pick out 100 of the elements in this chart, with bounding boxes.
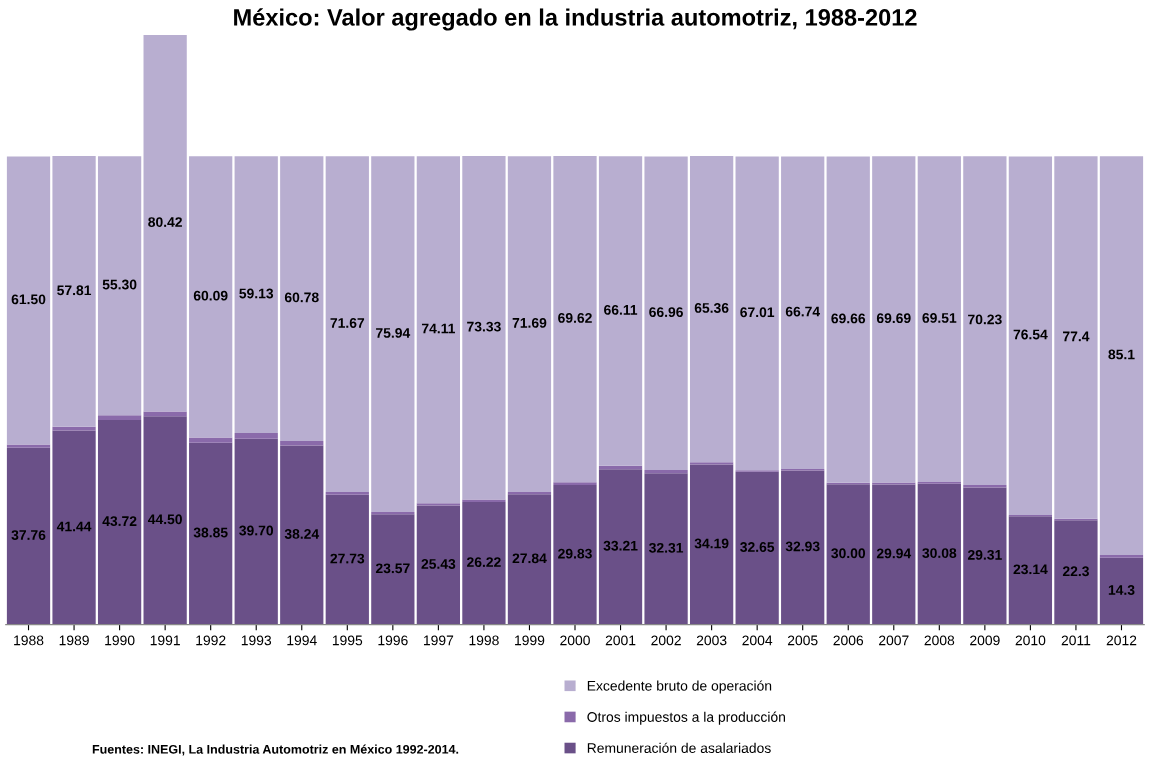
x-tick-label: 1997 [423,635,454,646]
x-tick-label: 1994 [287,635,317,646]
bar [462,156,506,500]
x-tick-label: 2008 [924,635,955,646]
data-label: 41.44 [56,521,92,532]
bar [826,156,870,483]
data-label: 34.19 [694,538,729,549]
bar [689,156,734,463]
bar [872,484,916,625]
bar [325,156,369,492]
x-tick-label: 1988 [14,635,44,646]
data-label: 67.01 [740,307,775,318]
data-label: 39.70 [239,525,274,536]
bar [963,156,1007,486]
bar [689,462,734,465]
bar [1054,156,1098,519]
x-tick-label: 2007 [879,635,909,646]
source-note: Fuentes: INEGI, La Industria Automotriz en México 1992-2014. [92,744,459,756]
bar [52,430,96,625]
data-label: 61.50 [11,294,46,305]
bar [280,156,324,441]
data-label: 66.74 [785,306,821,317]
bar [52,156,96,427]
bar [917,156,961,482]
bar [416,505,461,625]
data-label: 44.50 [147,514,182,525]
bar [280,440,324,446]
bar [97,156,142,416]
bar [735,156,779,471]
bar [598,465,643,470]
bar [416,156,461,504]
bar [1099,554,1144,558]
bar [826,484,870,625]
bar [644,470,688,474]
data-label: 75.94 [376,328,411,338]
x-tick-label: 1999 [515,635,545,646]
legend-label: Otros impuestos a la producción [587,711,785,725]
data-label: 43.72 [102,516,137,527]
x-tick-label: 2011 [1061,635,1091,646]
data-label: 85.1 [1108,349,1135,360]
data-label: 69.51 [922,313,957,323]
bar [1008,156,1053,515]
legend-label: Remuneración de asalariados [587,742,771,753]
bar [462,501,506,625]
data-label: 65.36 [694,303,729,313]
bar [553,156,597,483]
data-label: 30.00 [831,548,866,559]
chart-title: México: Valor agregado en la industria automotriz, 1988-2012 [234,8,917,31]
bar [963,487,1007,625]
data-label: 25.43 [421,559,456,569]
data-label: 77.4 [1063,331,1090,342]
bar [6,444,51,448]
bar [598,469,643,625]
bar [280,445,324,625]
x-tick-label: 2004 [742,635,773,646]
x-tick-label: 1992 [196,635,226,646]
x-tick-label: 1996 [378,635,408,646]
x-tick-label: 2012 [1106,635,1137,646]
bar [689,464,734,625]
x-tick-label: 1993 [241,635,272,646]
data-label: 71.69 [512,317,547,328]
bar [371,514,415,625]
bar [917,483,961,625]
bar [371,156,415,512]
bar [143,416,187,625]
bar [735,471,779,625]
x-tick-label: 2003 [696,635,727,646]
bar [97,415,142,420]
data-label: 32.65 [740,542,775,552]
x-tick-label: 2009 [970,635,1000,646]
bar [234,156,278,434]
bar [325,491,369,495]
bar [189,156,233,438]
data-label: 73.33 [467,321,501,332]
data-label: 37.76 [11,530,46,540]
x-tick-label: 1998 [469,635,499,646]
data-label: 32.93 [785,541,820,552]
x-tick-label: 2005 [787,635,818,646]
data-label: 26.22 [467,557,501,568]
data-label: 27.73 [330,553,365,564]
data-label: 74.11 [421,323,455,334]
data-label: 66.96 [649,307,683,317]
x-tick-label: 2000 [560,635,590,646]
bar [1008,516,1053,625]
bar [644,156,688,471]
data-label: 55.30 [102,279,137,290]
bar [644,473,688,625]
bar [6,447,51,625]
bar [97,419,142,625]
data-label: 29.94 [876,548,912,559]
bar [52,426,96,431]
data-label: 29.31 [967,549,1002,560]
data-label: 76.54 [1013,329,1048,340]
bar [1054,520,1098,625]
data-label: 38.85 [193,527,228,538]
data-label: 30.08 [922,548,957,558]
data-label: 60.09 [193,290,228,301]
data-label: 22.3 [1062,566,1089,577]
data-label: 57.81 [57,285,92,296]
bar [416,503,461,506]
